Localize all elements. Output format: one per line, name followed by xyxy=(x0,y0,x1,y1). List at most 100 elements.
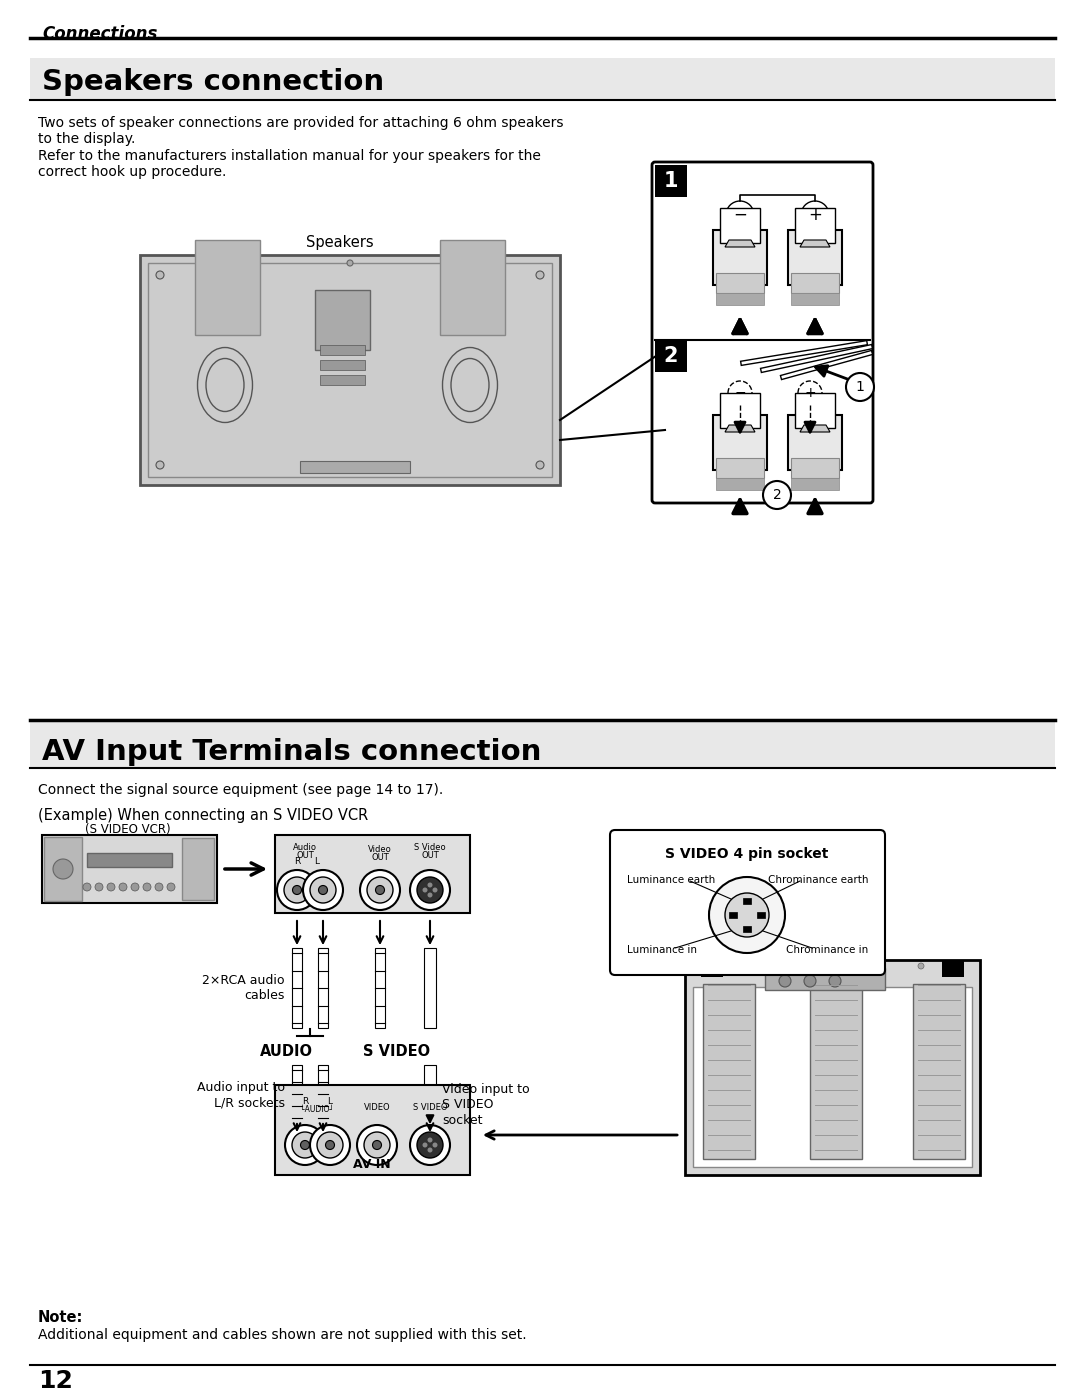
Bar xyxy=(30,719,1055,768)
Text: −: − xyxy=(734,386,746,400)
Circle shape xyxy=(428,1147,432,1153)
Bar xyxy=(788,415,842,469)
Bar xyxy=(87,854,172,868)
Circle shape xyxy=(726,201,754,229)
Polygon shape xyxy=(800,425,831,432)
Text: −: − xyxy=(733,205,747,224)
Text: Speakers: Speakers xyxy=(307,235,374,250)
Bar xyxy=(685,960,980,1175)
Circle shape xyxy=(708,877,785,953)
Text: Speakers connection: Speakers connection xyxy=(42,68,384,96)
Circle shape xyxy=(119,883,127,891)
Circle shape xyxy=(410,870,450,909)
Circle shape xyxy=(276,870,318,909)
Text: L: L xyxy=(327,1097,333,1106)
Bar xyxy=(275,835,470,914)
Circle shape xyxy=(156,271,164,279)
Bar xyxy=(729,912,737,918)
Circle shape xyxy=(376,886,384,894)
Text: (Example) When connecting an S VIDEO VCR: (Example) When connecting an S VIDEO VCR xyxy=(38,807,368,823)
Text: +: + xyxy=(808,205,822,224)
Circle shape xyxy=(242,260,248,265)
Circle shape xyxy=(285,1125,325,1165)
Text: AUDIO: AUDIO xyxy=(260,1044,313,1059)
Circle shape xyxy=(156,883,163,891)
Polygon shape xyxy=(725,240,755,247)
Circle shape xyxy=(53,859,73,879)
Text: L: L xyxy=(314,856,320,866)
Circle shape xyxy=(536,271,544,279)
Text: Audio input to
L/R sockets: Audio input to L/R sockets xyxy=(197,1081,285,1109)
Bar xyxy=(183,838,214,900)
Bar xyxy=(716,272,764,293)
Text: R: R xyxy=(294,856,300,866)
Bar xyxy=(315,291,370,351)
Text: 12: 12 xyxy=(38,1369,72,1393)
Bar xyxy=(275,1085,470,1175)
Circle shape xyxy=(357,1125,397,1165)
Text: Additional equipment and cables shown are not supplied with this set.: Additional equipment and cables shown ar… xyxy=(38,1329,527,1343)
Text: Video input to
S VIDEO
socket: Video input to S VIDEO socket xyxy=(442,1084,529,1126)
FancyBboxPatch shape xyxy=(610,830,885,975)
Circle shape xyxy=(417,1132,443,1158)
Circle shape xyxy=(367,877,393,902)
Circle shape xyxy=(762,481,791,509)
Bar xyxy=(424,949,436,1028)
Bar xyxy=(320,374,365,386)
FancyBboxPatch shape xyxy=(652,162,873,503)
Bar xyxy=(292,949,302,1028)
Bar xyxy=(791,458,839,478)
Bar xyxy=(765,968,885,990)
Bar xyxy=(913,983,966,1160)
Circle shape xyxy=(300,1140,310,1150)
Text: 2: 2 xyxy=(772,488,781,502)
Text: R: R xyxy=(302,1097,308,1106)
Polygon shape xyxy=(725,425,755,432)
Bar xyxy=(713,415,767,469)
Text: Refer to the manufacturers installation manual for your speakers for the: Refer to the manufacturers installation … xyxy=(38,149,541,163)
Text: Luminance earth: Luminance earth xyxy=(627,875,715,886)
Circle shape xyxy=(779,975,791,988)
Circle shape xyxy=(310,1125,350,1165)
Circle shape xyxy=(318,1132,343,1158)
Bar xyxy=(320,345,365,355)
Bar xyxy=(713,231,767,285)
Circle shape xyxy=(428,1137,432,1143)
Bar xyxy=(810,983,862,1160)
Circle shape xyxy=(428,893,432,897)
Text: S VIDEO: S VIDEO xyxy=(363,1044,430,1059)
Text: OUT: OUT xyxy=(296,851,314,861)
Circle shape xyxy=(741,963,747,970)
Circle shape xyxy=(918,963,924,970)
Bar xyxy=(757,912,765,918)
Text: └AUDIO┘: └AUDIO┘ xyxy=(300,1105,334,1113)
Text: Video: Video xyxy=(368,845,392,854)
Circle shape xyxy=(156,461,164,469)
Circle shape xyxy=(167,883,175,891)
Bar xyxy=(795,208,835,243)
Text: Chrominance in: Chrominance in xyxy=(786,944,868,956)
Text: S Video: S Video xyxy=(415,842,446,852)
Circle shape xyxy=(432,1143,437,1147)
Text: Two sets of speaker connections are provided for attaching 6 ohm speakers: Two sets of speaker connections are prov… xyxy=(38,116,564,130)
Bar xyxy=(424,1065,436,1123)
Bar xyxy=(30,59,1055,101)
Bar xyxy=(743,898,751,904)
Circle shape xyxy=(293,886,301,894)
Bar xyxy=(703,983,755,1160)
Circle shape xyxy=(360,870,400,909)
Circle shape xyxy=(347,260,353,265)
Text: Chrominance earth: Chrominance earth xyxy=(768,875,868,886)
Bar xyxy=(318,949,328,1028)
Bar xyxy=(720,393,760,427)
Bar xyxy=(720,208,760,243)
Bar xyxy=(148,263,552,476)
Text: Luminance in: Luminance in xyxy=(627,944,697,956)
Circle shape xyxy=(728,381,752,405)
Bar xyxy=(791,293,839,305)
Text: 1: 1 xyxy=(855,380,864,394)
Polygon shape xyxy=(800,240,831,247)
Bar xyxy=(44,837,82,901)
Circle shape xyxy=(725,893,769,937)
Bar xyxy=(375,949,384,1028)
